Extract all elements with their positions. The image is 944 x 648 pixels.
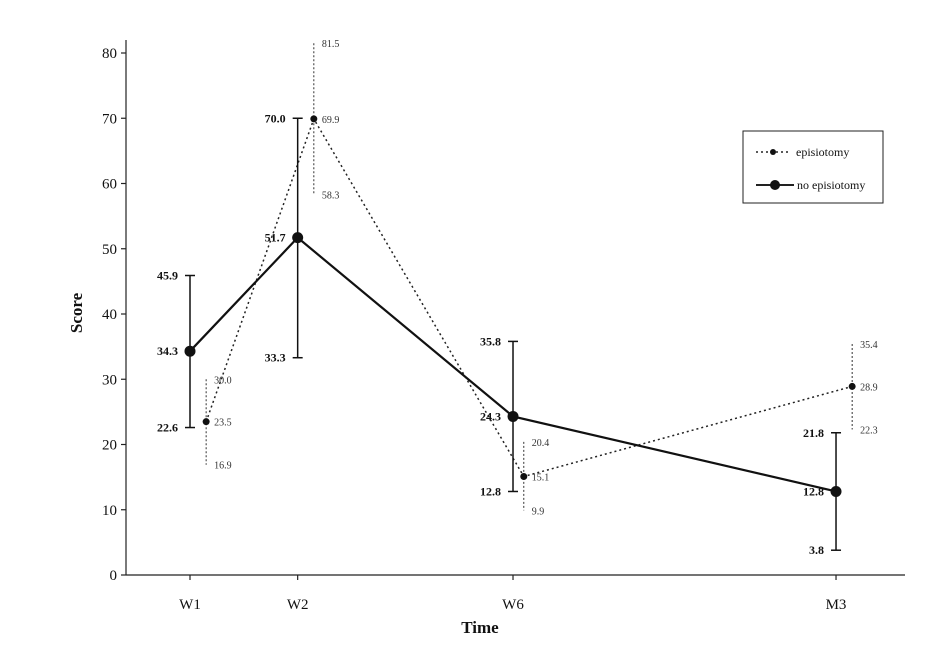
y-axis-title: Score: [67, 292, 86, 333]
no-episiotomy-value-label: 12.8: [803, 484, 824, 498]
x-tick-label: W6: [502, 597, 524, 613]
episiotomy-lower-label: 16.9: [214, 461, 232, 472]
no-episiotomy-point: [507, 410, 519, 422]
episiotomy-lower-label: 9.9: [532, 506, 545, 517]
y-tick-label: 10: [102, 503, 117, 519]
episiotomy-value-label: 15.1: [532, 472, 550, 483]
value-labels: 23.5 30.0 16.9 69.9 81.5 58.3 15.1 20.4 9.9 28.9 3…: [157, 39, 878, 557]
no-episiotomy-value-label: 34.3: [157, 344, 178, 358]
no-episiotomy-upper-label: 35.8: [480, 334, 501, 348]
legend-episiotomy-label: episiotomy: [796, 145, 849, 159]
episiotomy-point: [848, 382, 856, 390]
episiotomy-upper-label: 35.4: [860, 340, 878, 351]
no-episiotomy-upper-label: 45.9: [157, 269, 178, 283]
y-tick-label: 50: [102, 242, 117, 258]
no-episiotomy-upper-label: 70.0: [265, 111, 286, 125]
episiotomy-upper-label: 30.0: [214, 375, 232, 386]
episiotomy-line: [205, 117, 853, 478]
episiotomy-upper-label: 20.4: [532, 438, 550, 449]
y-tick-label: 70: [102, 111, 117, 127]
episiotomy-value-label: 28.9: [860, 382, 878, 393]
no-episiotomy-lower-label: 3.8: [809, 543, 824, 557]
no-episiotomy-point: [184, 345, 196, 357]
no-episiotomy-upper-label: 21.8: [803, 426, 824, 440]
episiotomy-upper-label: 81.5: [322, 39, 340, 50]
episiotomy-point: [520, 472, 528, 480]
legend: episiotomy no episiotomy: [742, 130, 884, 204]
series-layer: [184, 43, 856, 551]
legend-box: [742, 130, 884, 204]
no-episiotomy-point: [292, 232, 304, 244]
legend-no-episiotomy-label: no episiotomy: [797, 178, 865, 192]
y-tick-label: 30: [102, 372, 117, 388]
no-episiotomy-lower-label: 33.3: [265, 351, 286, 365]
y-tick-label: 40: [102, 307, 117, 323]
episiotomy-value-label: 69.9: [322, 115, 340, 126]
no-episiotomy-lower-label: 12.8: [480, 484, 501, 498]
episiotomy-lower-label: 58.3: [322, 191, 340, 202]
legend-no-episiotomy-marker: [770, 180, 780, 190]
no-episiotomy-lower-label: 22.6: [157, 421, 178, 435]
axes: 0 10 20 30 40 50 60 70 80 W1 W2 W6 M3: [102, 40, 905, 613]
episiotomy-point: [310, 115, 318, 123]
episiotomy-point: [202, 418, 210, 426]
x-tick-label: W2: [287, 597, 309, 613]
y-tick-label: 0: [110, 568, 118, 584]
no-episiotomy-value-label: 51.7: [265, 231, 286, 245]
y-tick-label: 60: [102, 177, 117, 193]
x-tick-label: M3: [826, 597, 847, 613]
y-tick-label: 20: [102, 438, 117, 454]
x-tick-label: W1: [179, 597, 201, 613]
no-episiotomy-value-label: 24.3: [480, 409, 501, 423]
x-axis-title: Time: [461, 618, 499, 637]
legend-episiotomy-marker: [770, 149, 776, 155]
y-tick-label: 80: [102, 46, 117, 62]
episiotomy-lower-label: 22.3: [860, 425, 878, 436]
no-episiotomy-point: [830, 485, 842, 497]
episiotomy-value-label: 23.5: [214, 418, 232, 429]
no-episiotomy-line: [189, 236, 837, 493]
